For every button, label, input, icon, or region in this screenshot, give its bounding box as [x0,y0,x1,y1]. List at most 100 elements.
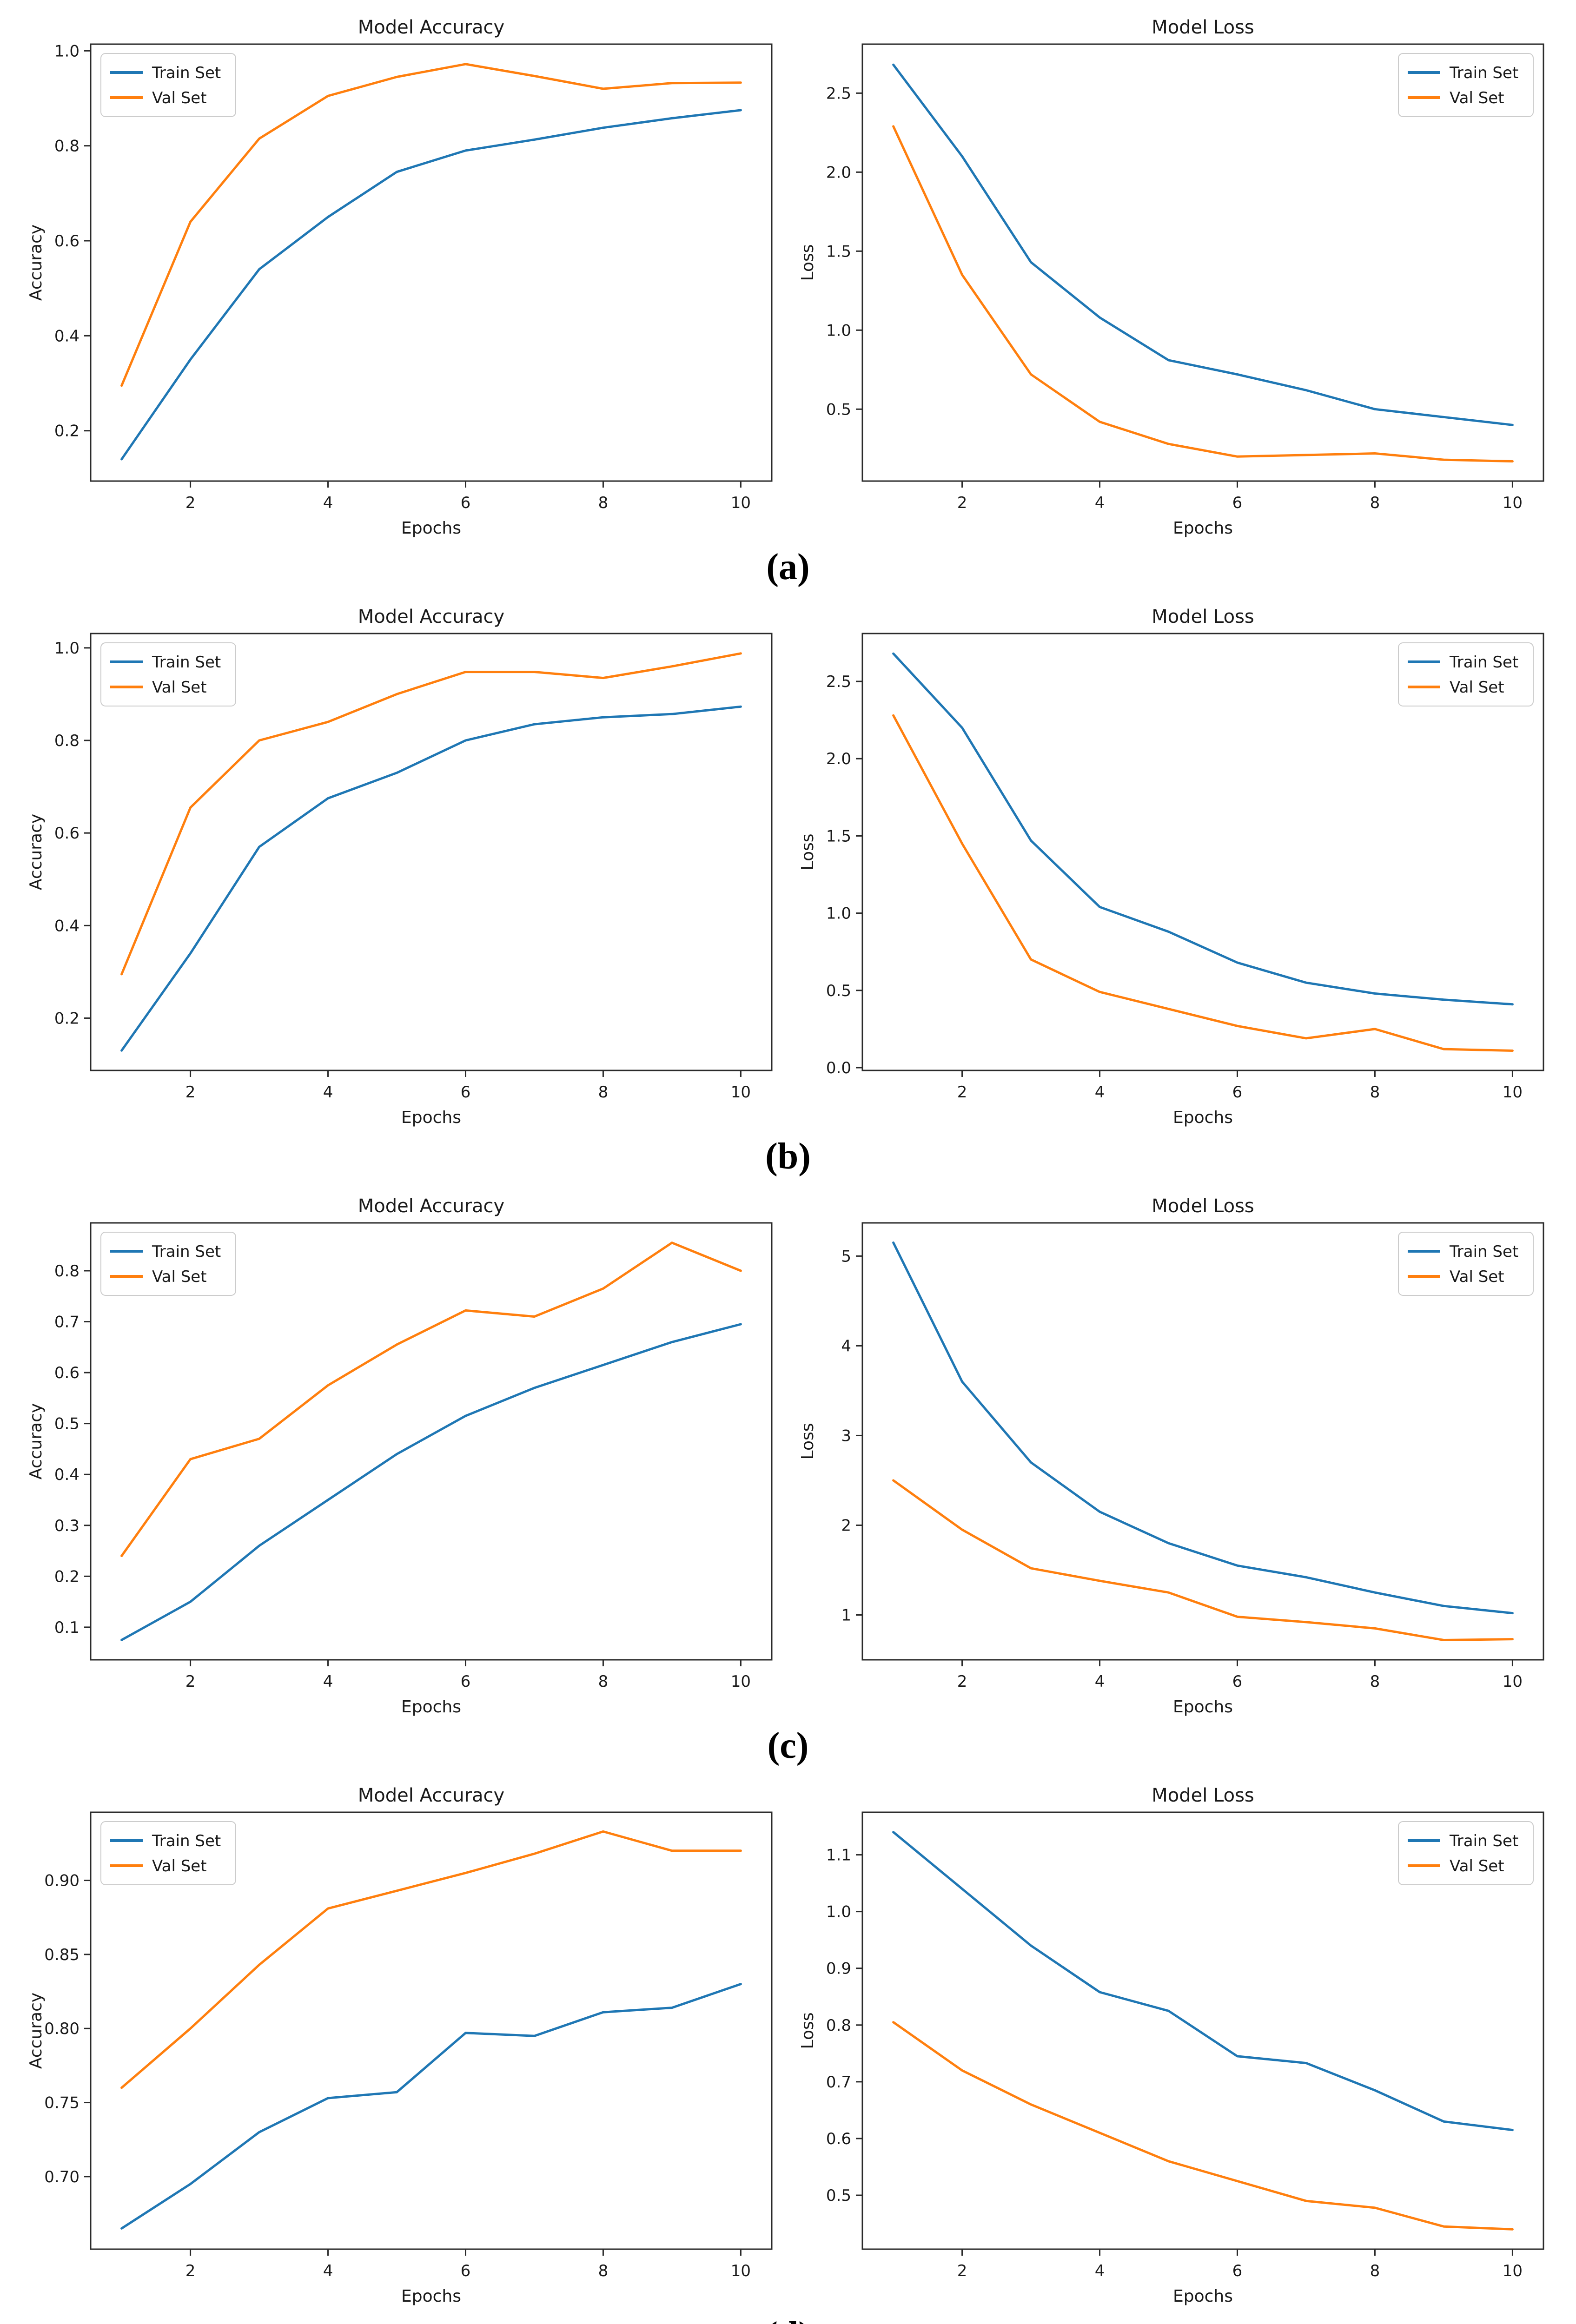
y-axis-label: Accuracy [26,224,46,301]
train-set-line [120,1323,742,1641]
legend-label-val-set: Val Set [1450,1857,1504,1875]
x-tick-label: 10 [1503,2262,1523,2280]
chart-svg-model-accuracy: Model Accuracy 2 4 6 8 10 0.1 0.2 0.3 0.4 0.5 0.6 0.… [21,1193,783,1723]
legend-label-val-set: Val Set [152,89,207,107]
legend-box [1398,1232,1534,1296]
legend-box [1398,1821,1534,1885]
legend-label-val-set: Val Set [1450,678,1504,697]
x-tick-label: 4 [323,494,333,512]
legend-label-train-set: Train Set [1449,1832,1518,1850]
x-axis-label: Epochs [1173,519,1233,538]
x-axis-label: Epochs [401,1108,461,1127]
y-tick-label: 0.70 [44,2168,79,2186]
y-axis-label: Accuracy [26,1403,46,1479]
y-tick-label: 0.8 [54,1262,79,1281]
x-tick-label: 4 [323,2262,333,2280]
y-tick-label: 0.9 [826,1960,851,1978]
y-tick-label: 0.4 [54,1466,79,1484]
figure-caption-d: (d) [21,2317,1555,2324]
x-tick-label: 10 [1503,1083,1523,1102]
train-set-line [892,1241,1514,1615]
train-set-line [892,1831,1514,2132]
x-tick-label: 2 [185,2262,196,2280]
x-tick-label: 2 [957,494,967,512]
train-set-line [892,652,1514,1006]
legend-label-train-set: Train Set [152,1832,221,1850]
legend-label-train-set: Train Set [1449,653,1518,672]
legend-box [100,53,236,117]
val-set-line [120,1241,742,1557]
val-set-line [120,63,742,387]
legend: Train Set Val Set [100,642,236,706]
y-tick-label: 0.85 [44,1946,79,1964]
legend-label-val-set: Val Set [152,1857,207,1875]
chart-svg-model-loss: Model Loss 2 4 6 8 10 0.5 0.6 0.7 0.8 0.9 1.0 1.1 Epo… [793,1782,1555,2312]
legend-label-val-set: Val Set [1450,89,1504,107]
y-tick-label: 0.75 [44,2094,79,2113]
y-tick-label: 1.5 [826,242,851,261]
x-tick-label: 8 [1370,1672,1380,1691]
y-tick-label: 0.2 [54,1009,79,1028]
val-set-line [892,125,1514,462]
model-accuracy-chart-a: Model Accuracy 2 4 6 8 10 0.2 0.4 0.6 0.8 1.0 Epoch… [21,14,783,544]
x-tick-label: 6 [1232,2262,1243,2280]
y-tick-label: 3 [841,1426,851,1445]
y-tick-label: 0.2 [54,1567,79,1586]
y-tick-label: 1.0 [826,905,851,923]
x-tick-label: 4 [323,1672,333,1691]
chart-title: Model Accuracy [358,1195,504,1217]
x-tick-label: 8 [1370,494,1380,512]
legend: Train Set Val Set [100,1821,236,1885]
y-tick-label: 0.4 [54,917,79,935]
y-tick-label: 0.3 [54,1517,79,1535]
x-axis-label: Epochs [401,519,461,538]
x-tick-label: 2 [185,494,196,512]
x-tick-label: 8 [1370,1083,1380,1102]
train-set-line [892,63,1514,426]
figure-row-a: Model Accuracy 2 4 6 8 10 0.2 0.4 0.6 0.8 1.0 Epoch… [21,14,1555,544]
model-loss-chart-a: Model Loss 2 4 6 8 10 0.5 1.0 1.5 2.0 2.5 Epochs Los… [793,14,1555,544]
val-set-line [892,1479,1514,1641]
legend-label-val-set: Val Set [152,1268,207,1286]
legend: Train Set Val Set [1398,642,1534,706]
legend-label-train-set: Train Set [152,1242,221,1261]
chart-title: Model Loss [1152,606,1254,627]
y-tick-label: 1.0 [54,639,79,658]
legend-label-val-set: Val Set [152,678,207,697]
x-tick-label: 10 [731,2262,751,2280]
legend: Train Set Val Set [100,53,236,117]
y-axis-label: Loss [798,834,817,871]
chart-title: Model Accuracy [358,17,504,38]
y-tick-label: 0.8 [54,137,79,156]
y-tick-label: 0.5 [826,982,851,1000]
x-tick-label: 4 [1095,1083,1105,1102]
y-tick-label: 1.0 [54,42,79,60]
y-tick-label: 2.0 [826,750,851,768]
y-tick-label: 0.6 [54,824,79,843]
y-tick-label: 0.2 [54,422,79,441]
x-tick-label: 2 [957,1083,967,1102]
chart-title: Model Accuracy [358,606,504,627]
val-set-line [120,1830,742,2089]
y-tick-label: 0.8 [826,2016,851,2035]
y-tick-label: 0.0 [826,1059,851,1077]
y-tick-label: 0.4 [54,327,79,345]
y-tick-label: 4 [841,1337,851,1355]
y-tick-label: 0.1 [54,1618,79,1637]
model-accuracy-chart-b: Model Accuracy 2 4 6 8 10 0.2 0.4 0.6 0.8 1.0 Epoch… [21,603,783,1133]
x-tick-label: 8 [598,2262,609,2280]
y-tick-label: 2 [841,1516,851,1535]
x-tick-label: 10 [1503,1672,1523,1691]
y-tick-label: 0.5 [826,2186,851,2205]
x-tick-label: 6 [1232,1083,1243,1102]
chart-svg-model-accuracy: Model Accuracy 2 4 6 8 10 0.2 0.4 0.6 0.8 1.0 Epoch… [21,603,783,1133]
y-tick-label: 2.0 [826,163,851,182]
x-tick-label: 6 [461,1083,471,1102]
x-axis-label: Epochs [1173,1697,1233,1717]
chart-title: Model Accuracy [358,1785,504,1806]
x-tick-label: 8 [598,494,609,512]
x-tick-label: 6 [1232,1672,1243,1691]
legend: Train Set Val Set [100,1232,236,1296]
x-tick-label: 8 [598,1672,609,1691]
x-tick-label: 4 [323,1083,333,1102]
